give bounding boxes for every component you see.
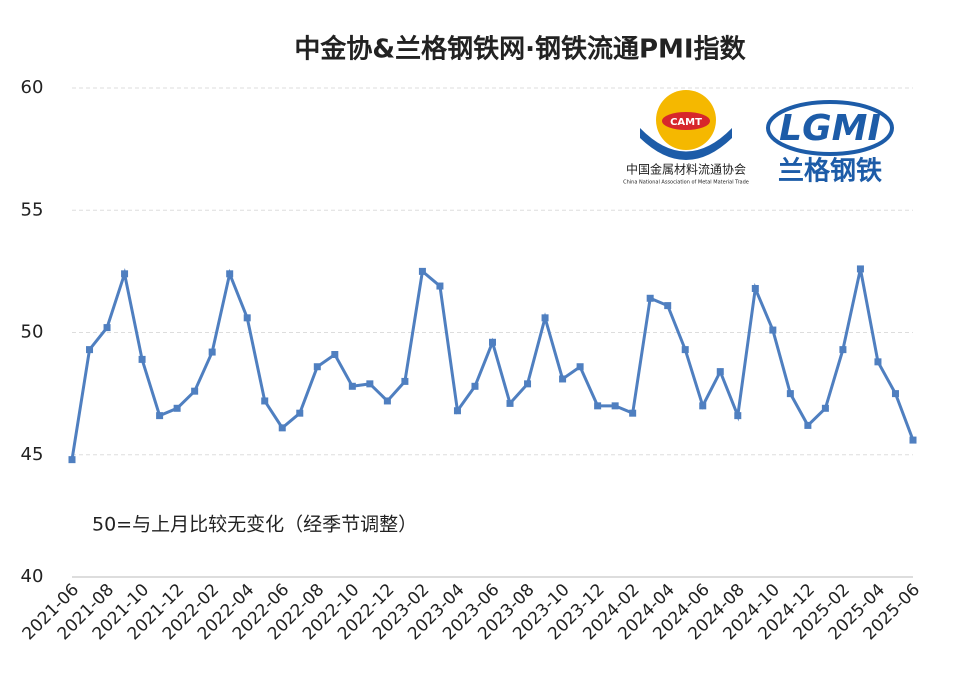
lgmi-logo: LGMI 兰格钢铁 <box>766 100 894 187</box>
point-marker <box>226 270 234 278</box>
camt-wave <box>640 128 732 160</box>
point-marker <box>489 338 496 346</box>
camt-label: CAMT <box>670 117 702 128</box>
point-marker <box>208 348 216 356</box>
point-marker <box>156 412 164 420</box>
y-tick-label: 50 <box>21 322 44 343</box>
camt-english: China National Association of Metal Mate… <box>623 180 749 186</box>
point-marker <box>909 436 917 444</box>
point-marker <box>716 368 724 376</box>
point-marker <box>699 402 707 410</box>
point-marker <box>471 382 479 390</box>
point-marker <box>769 326 777 334</box>
y-tick-label: 40 <box>21 566 44 587</box>
point-marker <box>383 397 391 405</box>
point-marker <box>296 409 304 417</box>
point-marker <box>278 424 286 432</box>
y-tick-label: 55 <box>21 199 44 220</box>
camt-logo: CAMT 中国金属材料流通协会 China National Associati… <box>623 90 749 186</box>
point-marker <box>418 267 426 275</box>
point-marker <box>173 404 181 412</box>
point-marker <box>646 294 654 302</box>
series-line <box>70 267 915 460</box>
point-marker <box>243 314 251 322</box>
point-marker <box>331 351 339 359</box>
point-marker <box>874 358 882 366</box>
chart-title: 中金协&兰格钢铁网·钢铁流通PMI指数 <box>294 34 746 65</box>
point-marker <box>594 402 602 410</box>
point-marker <box>261 397 269 405</box>
point-marker <box>786 390 794 398</box>
point-marker <box>524 380 532 388</box>
point-marker <box>366 380 374 388</box>
point-marker <box>68 456 76 464</box>
point-marker <box>576 363 584 371</box>
point-marker <box>839 346 847 354</box>
point-marker <box>856 265 864 273</box>
lgmi-name: 兰格钢铁 <box>778 156 882 187</box>
point-marker <box>611 402 619 410</box>
point-marker <box>506 399 514 407</box>
point-marker <box>436 282 444 290</box>
point-marker <box>348 382 356 390</box>
point-marker <box>191 387 199 395</box>
point-marker <box>138 355 146 363</box>
point-marker <box>103 324 111 332</box>
point-marker <box>629 409 637 417</box>
point-marker <box>559 375 567 383</box>
point-marker <box>453 407 461 415</box>
point-marker <box>121 270 129 278</box>
point-marker <box>664 302 672 310</box>
lgmi-ring <box>766 100 894 156</box>
point-marker <box>734 412 742 420</box>
point-marker <box>891 390 899 398</box>
point-marker <box>86 346 94 354</box>
point-marker <box>804 421 812 429</box>
point-marker <box>313 363 321 371</box>
y-tick-label: 45 <box>21 444 44 465</box>
point-marker <box>681 346 689 354</box>
camt-name: 中国金属材料流通协会 <box>626 162 746 177</box>
camt-band <box>662 112 710 130</box>
point-marker <box>751 284 759 292</box>
point-marker <box>401 377 409 385</box>
annotation: 50=与上月比较无变化（经季节调整） <box>92 514 417 536</box>
lgmi-label: LGMI <box>779 108 881 149</box>
y-tick-label: 60 <box>21 77 44 98</box>
point-marker <box>541 314 549 322</box>
point-marker <box>821 404 829 412</box>
